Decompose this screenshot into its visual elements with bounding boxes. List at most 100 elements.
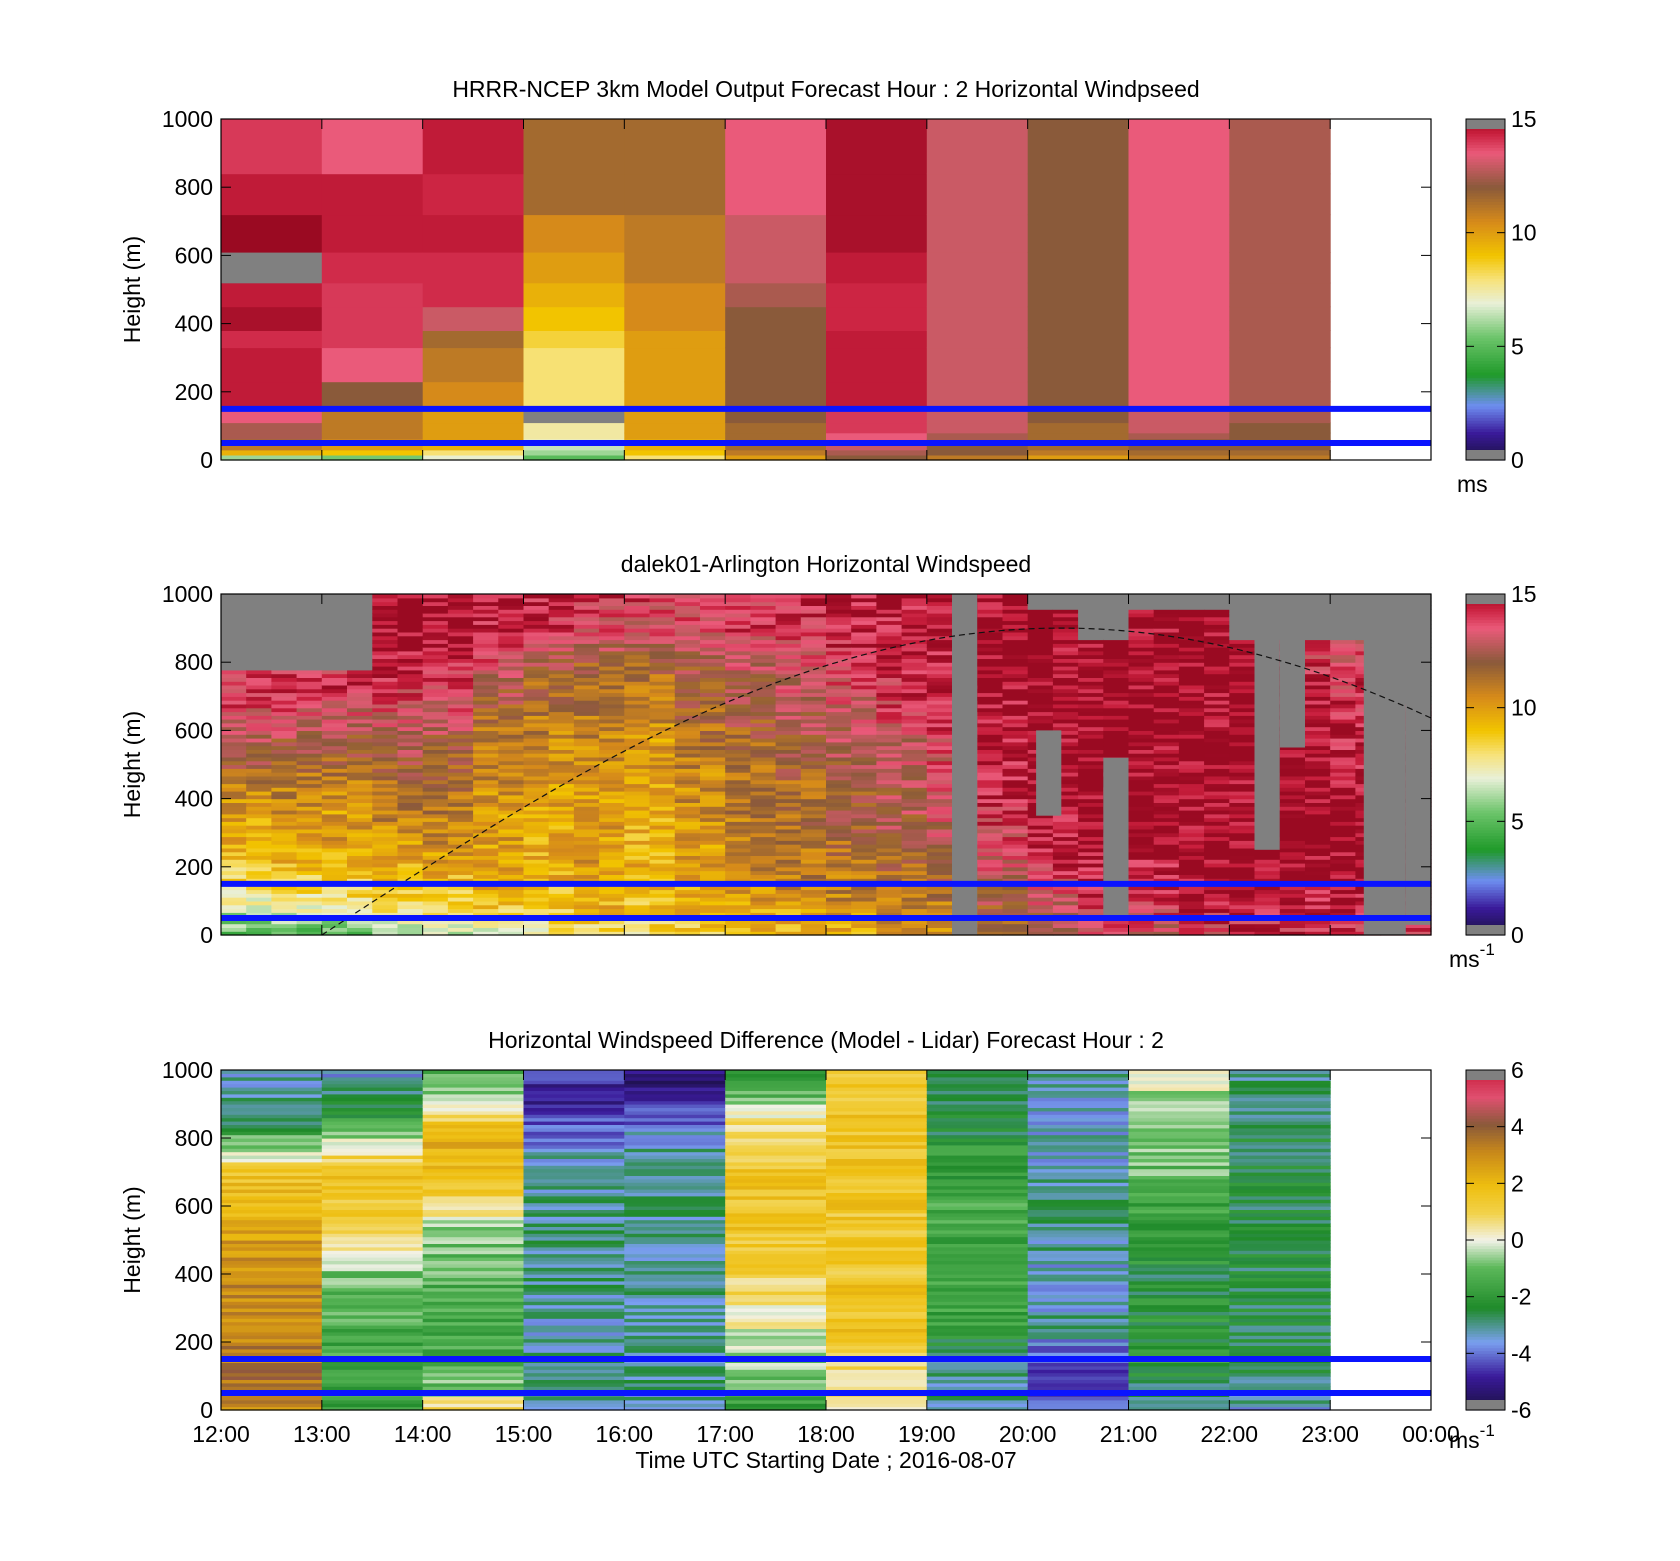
heatmap-cell [700,828,726,834]
heatmap-cell [725,605,751,610]
heatmap-cell [548,878,575,883]
colorbar-segment [1466,758,1505,763]
heatmap-cell [750,711,777,716]
heatmap-cell [1103,931,1130,936]
heatmap-cell [1103,753,1130,758]
heatmap-cell [1128,650,1155,656]
heatmap-cell [573,722,600,728]
heatmap-cell [800,669,827,675]
heatmap-cell [1078,749,1104,754]
heatmap-cell [1305,639,1331,644]
colorbar-segment [1466,246,1505,251]
heatmap-cell [523,734,550,739]
heatmap-cell [422,605,449,610]
heatmap-cell [901,912,928,917]
heatmap-cell [473,738,499,743]
heatmap-cell [1178,878,1205,883]
heatmap-cell [800,931,827,936]
heatmap-cell [1178,832,1205,838]
heatmap-cell [599,806,625,811]
heatmap-cell [1027,885,1054,891]
heatmap-cell [498,719,525,724]
heatmap-cell [397,692,424,697]
heatmap-cell [221,1297,323,1302]
heatmap-cell [246,806,272,811]
colorbar-segment [1466,252,1505,256]
heatmap-cell [1254,851,1281,856]
heatmap-cell [674,863,701,868]
heatmap-cell [901,711,928,716]
heatmap-cell [1305,643,1331,648]
heatmap-cell [1279,756,1306,762]
heatmap-cell [321,719,348,724]
heatmap-cell [876,669,903,675]
heatmap-cell [473,745,499,750]
heatmap-cell [221,1192,323,1197]
heatmap-cell [750,612,777,618]
heatmap-cell [473,908,499,913]
colorbar-segment [1466,696,1505,700]
heatmap-cell [246,912,272,917]
heatmap-cell [498,677,525,682]
heatmap-cell [649,828,676,834]
heatmap-cell [800,779,827,785]
colorbar-segment [1466,221,1505,225]
heatmap-cell [1002,730,1029,735]
heatmap-cell [397,719,424,724]
heatmap-cell [1330,847,1356,853]
heatmap-cell [321,692,348,697]
heatmap-cell [473,783,499,788]
heatmap-cell [473,620,499,625]
heatmap-cell [977,768,1004,773]
heatmap-cell [1153,639,1180,644]
heatmap-cell [271,677,298,682]
heatmap-cell [876,798,903,803]
heatmap-cell [1279,889,1306,894]
heatmap-cell [447,851,474,856]
heatmap-cell [624,119,726,175]
heatmap-cell [750,722,777,728]
heatmap-cell [1103,715,1130,720]
heatmap-cell [1128,119,1230,175]
heatmap-cell [347,722,373,728]
colorbar-segment [1466,611,1505,615]
heatmap-cell [1027,631,1054,637]
heatmap-cell [1128,863,1155,868]
heatmap-cell [1405,931,1432,936]
heatmap-cell [422,908,449,913]
heatmap-cell [1279,775,1306,781]
heatmap-cell [321,893,348,898]
heatmap-cell [1178,635,1205,641]
heatmap-cell [1078,601,1104,606]
heatmap-cell [800,912,827,917]
heatmap-cell [700,889,726,894]
heatmap-cell [296,700,323,705]
heatmap-cell [1178,673,1205,678]
heatmap-cell [926,410,1029,424]
heatmap-cell [649,764,676,769]
heatmap-cell [1128,673,1155,678]
heatmap-cell [775,878,802,883]
heatmap-cell [1330,624,1356,629]
heatmap-cell [1153,832,1180,838]
heatmap-cell [246,874,272,879]
heatmap-cell [473,681,499,686]
heatmap-cell [397,840,424,845]
heatmap-cell [422,794,449,800]
heatmap-cell [1330,760,1356,766]
heatmap-cell [826,252,928,284]
heatmap-cell [372,787,399,792]
heatmap-cell [372,696,399,701]
heatmap-cell [347,756,373,762]
colorbar-cap [1466,594,1505,604]
heatmap-cell [649,715,676,720]
heatmap-cell [851,688,877,694]
heatmap-cell [1153,791,1180,796]
heatmap-cell [750,726,777,731]
heatmap-cell [1027,684,1054,690]
heatmap-cell [1229,454,1331,461]
heatmap-cell [977,904,1004,910]
heatmap-cell [1128,594,1155,599]
heatmap-cell [1204,900,1230,906]
heatmap-cell [1204,927,1230,932]
